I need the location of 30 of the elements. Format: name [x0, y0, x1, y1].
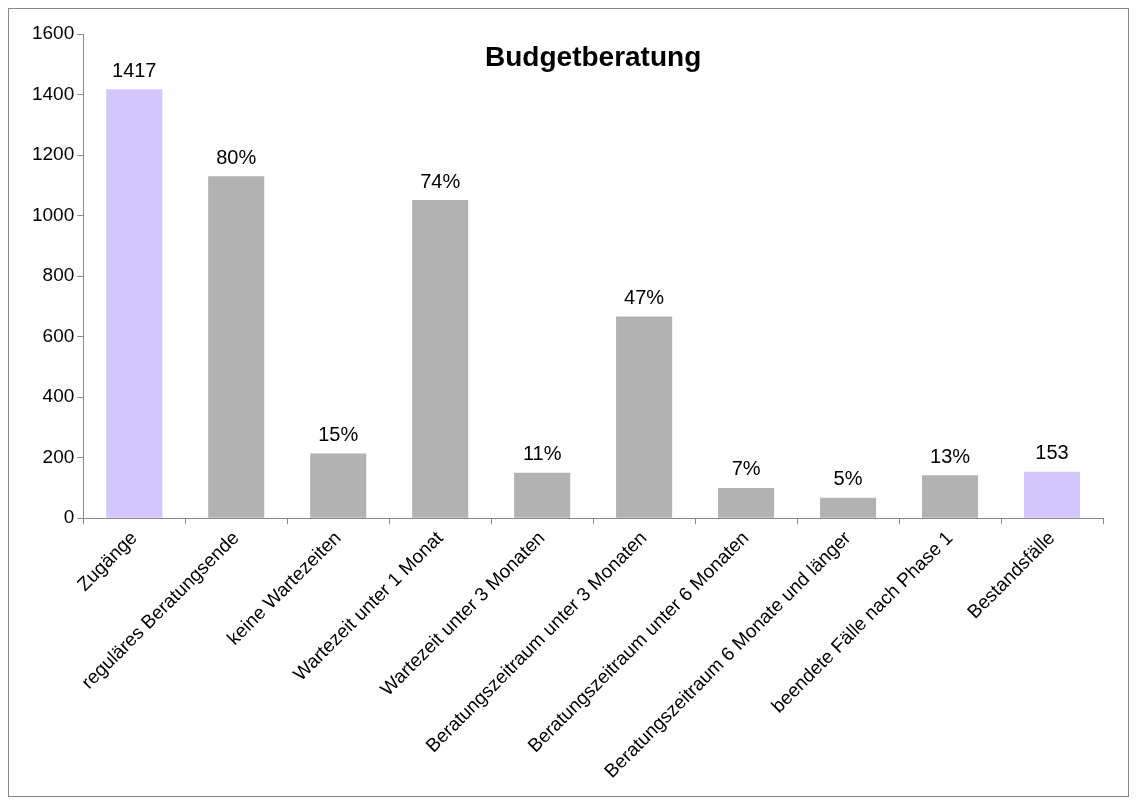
y-tick-label: 600 [42, 324, 75, 346]
y-tick-label: 1600 [31, 22, 75, 44]
annotation: 11% [522, 442, 562, 465]
annotation: 15% [318, 422, 359, 445]
chart-title: Budgetberatung [485, 40, 702, 72]
bar [208, 176, 265, 518]
bar [820, 497, 877, 518]
data-label: 1417 [112, 58, 157, 81]
annotation: 5% [833, 467, 863, 490]
bar [616, 316, 673, 518]
annotation: 80% [216, 145, 257, 168]
annotation: 47% [624, 286, 665, 309]
y-tick-label: 0 [63, 506, 75, 528]
bar [412, 200, 469, 518]
annotation: 13% [930, 444, 971, 467]
data-label: 153 [1035, 441, 1069, 464]
y-tick-label: 400 [42, 385, 75, 407]
bar [106, 89, 163, 518]
y-tick-label: 1000 [31, 203, 75, 225]
annotation: 74% [420, 169, 461, 192]
annotation: 7% [731, 457, 761, 480]
bar [922, 475, 979, 518]
y-tick-label: 200 [42, 445, 75, 467]
bar [514, 472, 571, 518]
bar [718, 487, 775, 518]
y-tick-label: 800 [42, 264, 75, 286]
bar [1023, 471, 1081, 518]
bar [310, 453, 367, 518]
y-tick-label: 1200 [31, 143, 75, 165]
y-tick-label: 1400 [31, 82, 75, 104]
